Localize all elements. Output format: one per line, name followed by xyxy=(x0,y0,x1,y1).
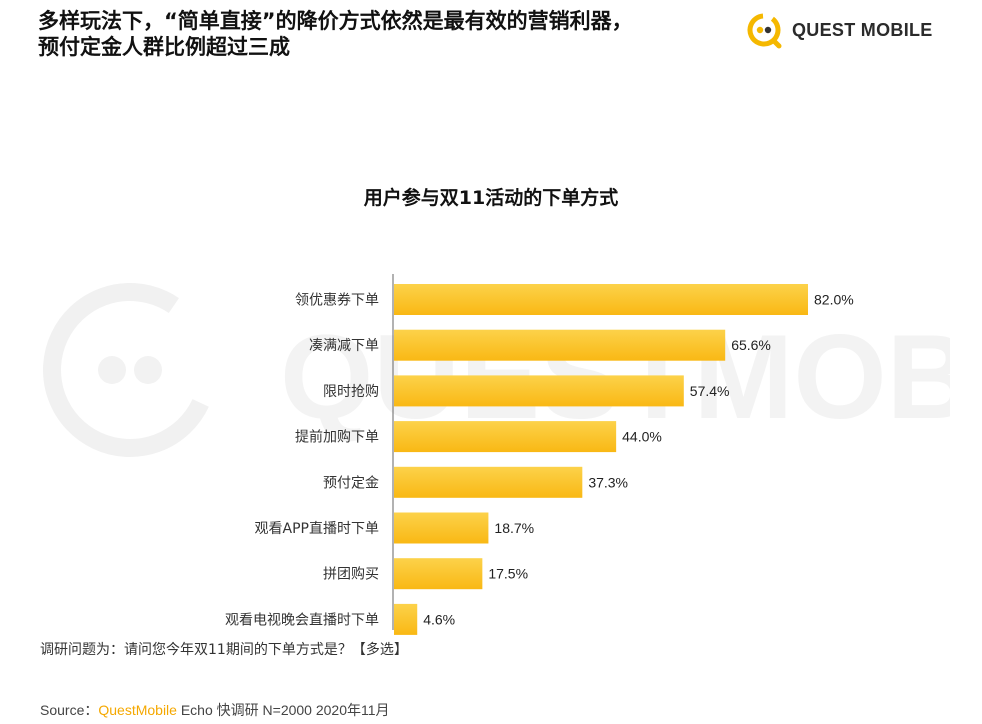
bar xyxy=(394,421,617,453)
value-label: 37.3% xyxy=(588,474,628,490)
category-label: 观看电视晚会直播时下单 xyxy=(225,611,379,628)
category-label: 领优惠券下单 xyxy=(295,293,379,309)
source-brand: QuestMobile xyxy=(98,702,177,718)
value-label: 17.5% xyxy=(488,566,528,582)
category-label: 预付定金 xyxy=(323,475,379,491)
chart-title: 用户参与双11活动的下单方式 xyxy=(363,187,619,209)
value-label: 4.6% xyxy=(423,611,455,627)
value-label: 44.0% xyxy=(622,429,662,445)
headline-line-1: 多样玩法下，“简单直接”的降价方式依然是最有效的营销利器， xyxy=(38,9,633,33)
source-prefix: Source： xyxy=(40,702,99,718)
bar xyxy=(394,329,726,361)
logo-text: QUEST MOBILE xyxy=(792,19,933,40)
bar xyxy=(394,375,684,407)
category-label: 观看APP直播时下单 xyxy=(255,520,379,537)
bar-chart: 领优惠券下单 82.0% 凑满减下单 65.6% 限时抢购 57.4% 提前加购下单 44.0… xyxy=(225,274,854,635)
category-label: 拼团购买 xyxy=(323,567,379,583)
headline: 多样玩法下，“简单直接”的降价方式依然是最有效的营销利器， 预付定金人群比例超过… xyxy=(38,8,738,60)
bar xyxy=(394,512,489,544)
bar xyxy=(394,603,418,635)
source-suffix: Echo 快调研 N=2000 2020年11月 xyxy=(176,702,390,718)
survey-question-footnote: 调研问题为：请问您今年双11期间的下单方式是？【多选】 xyxy=(40,642,408,658)
category-label: 提前加购下单 xyxy=(295,429,379,446)
questmobile-logo-icon xyxy=(747,13,782,49)
source-line: Source：QuestMobile Echo 快调研 N=2000 2020年… xyxy=(40,700,390,720)
headline-line-2: 预付定金人群比例超过三成 xyxy=(38,35,290,59)
bar xyxy=(394,466,583,498)
questmobile-logo: QUEST MOBILE xyxy=(744,8,933,52)
category-label: 凑满减下单 xyxy=(309,337,379,354)
value-label: 82.0% xyxy=(814,292,854,308)
value-label: 18.7% xyxy=(494,520,534,536)
category-label: 限时抢购 xyxy=(323,383,379,400)
bar xyxy=(394,558,483,590)
bar xyxy=(394,284,808,315)
value-label: 57.4% xyxy=(690,383,730,399)
value-label: 65.6% xyxy=(731,337,771,353)
